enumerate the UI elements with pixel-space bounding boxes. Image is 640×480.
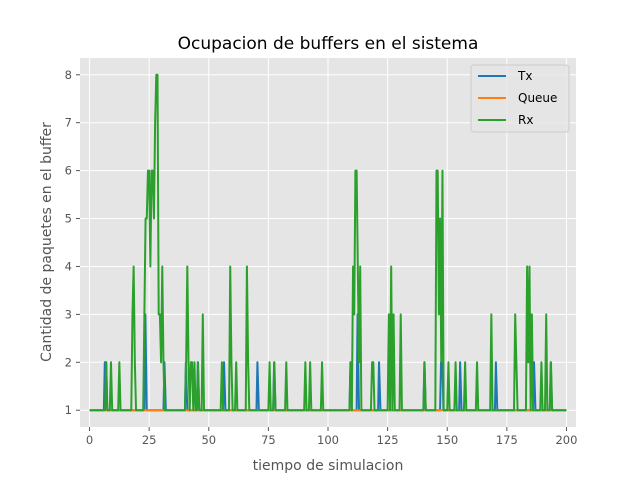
series-line-rx — [89, 73, 567, 412]
x-axis-ticks: 0 25 50 75 100 125 150 175 200 — [86, 427, 577, 447]
y-tick-label: 4 — [65, 259, 72, 273]
y-tick-label: 5 — [65, 212, 72, 226]
chart-title: Ocupacion de buffers en el sistema — [178, 34, 479, 54]
y-tick-label: 7 — [65, 116, 72, 130]
x-tick-label: 175 — [496, 433, 518, 447]
y-tick-label: 3 — [65, 307, 72, 321]
legend-label-rx: Rx — [518, 113, 533, 127]
legend-label-queue: Queue — [518, 91, 557, 105]
x-tick-label: 150 — [436, 433, 458, 447]
x-tick-label: 0 — [86, 433, 93, 447]
y-axis-label: Cantidad de paquetes en el buffer — [39, 122, 55, 362]
x-tick-label: 25 — [142, 433, 157, 447]
x-tick-label: 75 — [261, 433, 276, 447]
legend-label-tx: Tx — [517, 69, 532, 83]
x-tick-label: 100 — [317, 433, 339, 447]
y-tick-label: 6 — [65, 164, 72, 178]
x-axis-label: tiempo de simulacion — [253, 458, 404, 474]
x-tick-label: 125 — [377, 433, 399, 447]
y-tick-label: 2 — [65, 355, 72, 369]
y-tick-label: 8 — [65, 68, 72, 82]
legend: Tx Queue Rx — [470, 64, 570, 133]
x-tick-label: 200 — [555, 433, 577, 447]
y-axis-ticks: 1 2 3 4 5 6 7 8 — [65, 68, 80, 417]
legend-box — [470, 64, 570, 133]
y-tick-label: 1 — [65, 403, 72, 417]
series-layer — [89, 73, 567, 412]
x-tick-label: 50 — [201, 433, 216, 447]
